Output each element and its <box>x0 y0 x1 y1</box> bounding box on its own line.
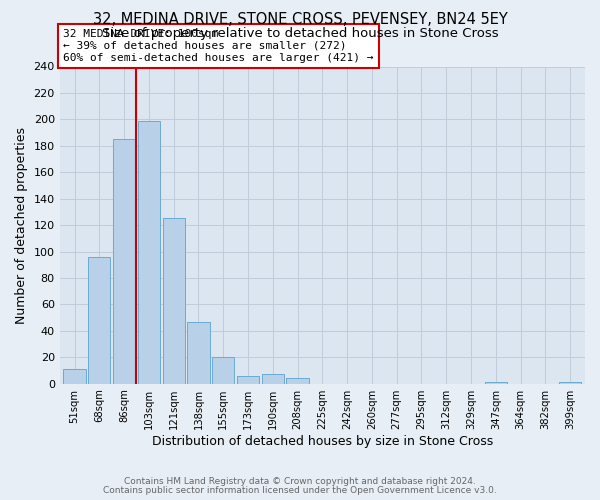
Y-axis label: Number of detached properties: Number of detached properties <box>15 126 28 324</box>
Bar <box>286 378 309 384</box>
Bar <box>138 120 160 384</box>
Text: Contains public sector information licensed under the Open Government Licence v3: Contains public sector information licen… <box>103 486 497 495</box>
Bar <box>88 257 110 384</box>
Bar <box>237 376 259 384</box>
X-axis label: Distribution of detached houses by size in Stone Cross: Distribution of detached houses by size … <box>152 434 493 448</box>
Bar <box>187 322 209 384</box>
Bar <box>485 382 507 384</box>
Text: Size of property relative to detached houses in Stone Cross: Size of property relative to detached ho… <box>101 28 499 40</box>
Text: 32, MEDINA DRIVE, STONE CROSS, PEVENSEY, BN24 5EY: 32, MEDINA DRIVE, STONE CROSS, PEVENSEY,… <box>92 12 508 28</box>
Bar <box>212 358 235 384</box>
Bar <box>64 369 86 384</box>
Bar <box>163 218 185 384</box>
Bar <box>559 382 581 384</box>
Bar <box>262 374 284 384</box>
Text: Contains HM Land Registry data © Crown copyright and database right 2024.: Contains HM Land Registry data © Crown c… <box>124 477 476 486</box>
Bar <box>113 139 135 384</box>
Text: 32 MEDINA DRIVE: 100sqm
← 39% of detached houses are smaller (272)
60% of semi-d: 32 MEDINA DRIVE: 100sqm ← 39% of detache… <box>64 30 374 62</box>
